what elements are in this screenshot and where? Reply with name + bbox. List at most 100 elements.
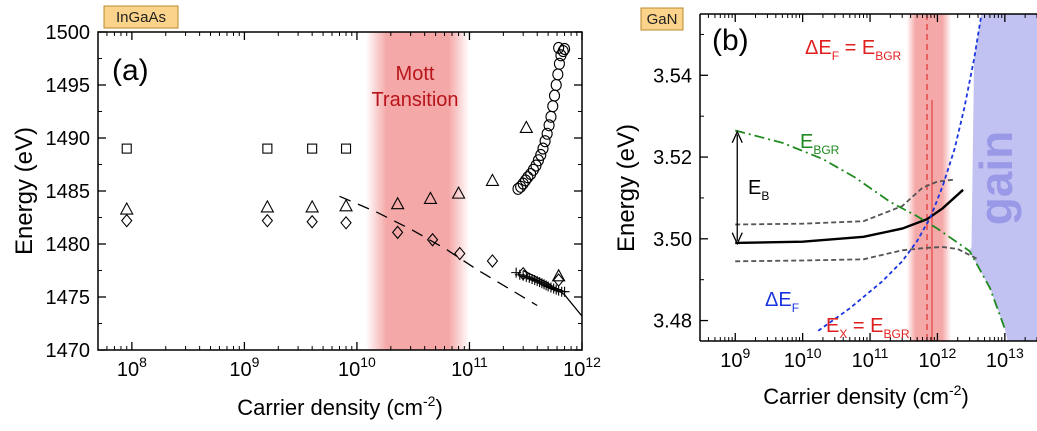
plus-marker bbox=[548, 283, 559, 294]
annotation-delta-ef-eq-ebgr: ΔEF = EBGR bbox=[805, 37, 902, 63]
panel-b-badge-box bbox=[640, 7, 684, 31]
plus-marker bbox=[541, 280, 552, 291]
curve-bgr bbox=[734, 129, 1006, 330]
panel-b-x-tick-label: 1012 bbox=[919, 345, 957, 372]
panel-a-label: (a) bbox=[112, 54, 149, 87]
panel-b-x-tick-label: 1013 bbox=[986, 345, 1024, 372]
mott-label-line2: Transition bbox=[371, 89, 458, 111]
annotation-delta-ef: ΔEF bbox=[765, 289, 799, 315]
gain-region bbox=[969, 14, 1037, 341]
panel-b-x-axis-label: Carrier density (cm-2) bbox=[763, 382, 969, 409]
panel-a-y-tick-label: 1470 bbox=[46, 340, 91, 362]
panel-a-mott-region bbox=[365, 32, 470, 350]
panel-a-x-tick-label: 1010 bbox=[338, 354, 376, 381]
triangle-marker bbox=[423, 191, 438, 204]
panel-a-frame bbox=[97, 31, 583, 351]
triangle-marker bbox=[339, 198, 353, 212]
triangle-marker bbox=[519, 120, 534, 133]
panel-b-x-tick-label: 109 bbox=[720, 345, 750, 372]
diamond-marker bbox=[261, 213, 274, 228]
panel-b-y-tick-label: 3.54 bbox=[653, 65, 692, 87]
circle-marker bbox=[543, 119, 555, 132]
panel-a-y-tick-label: 1500 bbox=[46, 22, 91, 44]
panel-a-x-tick-label: 1012 bbox=[563, 354, 601, 381]
panel-b-y-tick-label: 3.50 bbox=[653, 229, 692, 251]
plus-marker bbox=[529, 275, 540, 286]
plus-marker bbox=[551, 284, 562, 295]
triangle-marker bbox=[451, 185, 466, 199]
arrow-heads bbox=[731, 130, 743, 246]
diamond-marker bbox=[121, 213, 133, 228]
circle-marker bbox=[552, 68, 564, 81]
circle-marker bbox=[522, 171, 534, 184]
panel-b-shaded-region bbox=[906, 14, 952, 341]
panel-a-x-tick-label: 1011 bbox=[451, 354, 488, 381]
curve-lower_bound bbox=[735, 246, 979, 263]
square-marker bbox=[262, 143, 273, 154]
panel-a-y-tick-label: 1475 bbox=[46, 287, 91, 309]
plus-marker bbox=[534, 277, 545, 288]
mott-label-line1: Mott bbox=[396, 63, 435, 85]
plus-marker bbox=[539, 279, 550, 290]
circle-marker bbox=[555, 49, 567, 62]
curve-upper_bound bbox=[735, 178, 955, 226]
panel-a: InGaAs 108 109 1010 1011 1012 1470 1475 1480 14… bbox=[11, 5, 601, 420]
panel-b-x-tick-label: 1011 bbox=[852, 345, 889, 372]
diamond-marker bbox=[391, 225, 404, 240]
circle-marker bbox=[547, 100, 559, 113]
panel-a-x-tick-label: 109 bbox=[229, 354, 259, 381]
panel-a-y-tick-label: 1495 bbox=[46, 75, 91, 97]
diamond-marker bbox=[486, 254, 499, 268]
panel-b-x-tick-label: 1010 bbox=[784, 345, 822, 372]
panel-b-label: (b) bbox=[712, 24, 749, 57]
panel-a-x-tick-label: 108 bbox=[117, 354, 147, 381]
panel-b-curves bbox=[731, 14, 1006, 332]
square-marker bbox=[340, 143, 352, 154]
square-marker bbox=[121, 143, 132, 154]
plus-marker bbox=[536, 278, 547, 289]
fit-line-dashed bbox=[339, 195, 538, 307]
curve-fermi bbox=[817, 14, 983, 332]
plus-marker bbox=[532, 276, 543, 287]
annotation-e-bgr: EBGR bbox=[800, 131, 840, 157]
triangle-marker bbox=[485, 173, 500, 186]
annotation-ex-eq-ebgr: EX = EBGR bbox=[826, 315, 910, 341]
circle-marker bbox=[553, 41, 565, 54]
circle-marker bbox=[553, 57, 565, 70]
diamond-marker bbox=[426, 232, 439, 247]
panel-b-y-ticks: 3.48 3.50 3.52 3.54 bbox=[653, 33, 708, 333]
panel-a-x-axis-label: Carrier density (cm-2) bbox=[237, 393, 443, 420]
panel-a-y-tick-label: 1480 bbox=[46, 234, 91, 256]
circle-marker bbox=[548, 89, 561, 102]
panel-a-y-ticks: 1470 1475 1480 1485 1490 1495 1500 bbox=[46, 22, 582, 362]
panel-a-y-tick-label: 1490 bbox=[46, 128, 91, 150]
triangle-marker bbox=[551, 268, 566, 282]
panel-b-x-ticks: 109 1010 1011 1012 1013 bbox=[699, 14, 1037, 372]
triangle-marker bbox=[119, 201, 134, 215]
panel-a-y-axis-label: Energy (eV) bbox=[11, 127, 38, 255]
panel-b: gain 109 1010 1011 1012 1013 3.48 3.50 3.52 3.5… bbox=[613, 7, 1037, 409]
panel-a-x-ticks: 108 109 1010 1011 1012 bbox=[97, 32, 601, 381]
curve-exciton bbox=[735, 188, 964, 245]
circle-marker bbox=[537, 142, 549, 155]
panel-b-y-tick-label: 3.48 bbox=[653, 311, 692, 333]
circle-marker bbox=[525, 167, 537, 181]
annotation-e-b: EB bbox=[748, 177, 769, 203]
panel-a-badge-text: InGaAs bbox=[116, 9, 166, 26]
panel-b-y-axis-label: Energy (eV) bbox=[613, 124, 640, 252]
triangle-marker bbox=[260, 199, 275, 213]
diamond-marker bbox=[340, 215, 352, 230]
plus-marker bbox=[545, 282, 556, 293]
circle-marker bbox=[539, 135, 551, 148]
panel-b-y-tick-label: 3.52 bbox=[653, 147, 692, 169]
triangle-marker bbox=[390, 196, 405, 210]
panel-b-shaded-band bbox=[906, 14, 952, 341]
circle-marker bbox=[550, 78, 562, 92]
diamond-marker bbox=[306, 214, 318, 229]
square-marker bbox=[307, 143, 318, 154]
diamond-marker bbox=[454, 246, 466, 261]
circle-marker bbox=[559, 42, 571, 56]
triangle-marker bbox=[305, 199, 320, 213]
